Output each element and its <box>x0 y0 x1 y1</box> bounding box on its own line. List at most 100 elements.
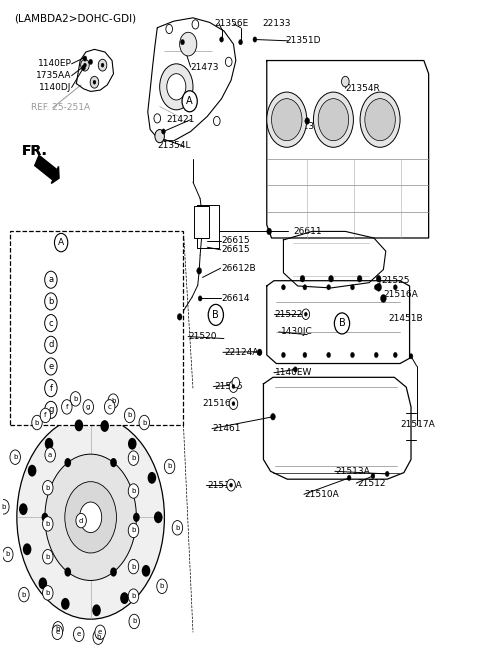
Circle shape <box>350 284 354 290</box>
Circle shape <box>45 379 57 397</box>
Text: b: b <box>46 521 50 527</box>
Text: 21354R: 21354R <box>345 84 380 92</box>
Circle shape <box>80 502 102 533</box>
Text: e: e <box>48 362 53 371</box>
Circle shape <box>64 568 71 577</box>
Circle shape <box>70 391 81 406</box>
Circle shape <box>43 480 53 495</box>
Circle shape <box>327 352 331 358</box>
Circle shape <box>45 447 55 462</box>
Circle shape <box>350 352 354 358</box>
Circle shape <box>341 77 349 87</box>
Circle shape <box>42 513 48 522</box>
Circle shape <box>257 349 262 356</box>
Text: 21473: 21473 <box>191 63 219 72</box>
Bar <box>194 207 209 238</box>
Text: b: b <box>6 552 10 558</box>
Circle shape <box>232 402 235 406</box>
Text: 21520: 21520 <box>188 332 217 341</box>
Circle shape <box>128 451 139 465</box>
Text: 21516A: 21516A <box>207 480 242 490</box>
Circle shape <box>214 116 220 125</box>
Text: 21525: 21525 <box>381 276 409 284</box>
Text: 21510A: 21510A <box>305 490 340 499</box>
Circle shape <box>61 400 72 414</box>
Text: c: c <box>48 319 53 327</box>
Text: e: e <box>55 630 60 636</box>
Circle shape <box>45 454 136 580</box>
Circle shape <box>293 367 297 372</box>
Circle shape <box>267 228 272 235</box>
Circle shape <box>182 91 197 112</box>
Circle shape <box>40 408 51 422</box>
Circle shape <box>81 59 89 71</box>
Circle shape <box>19 587 29 602</box>
Circle shape <box>327 284 331 290</box>
Circle shape <box>110 458 117 467</box>
Text: b: b <box>168 463 172 469</box>
Text: b: b <box>132 488 136 494</box>
Text: f: f <box>66 404 68 410</box>
Circle shape <box>357 275 362 282</box>
Text: 21516A: 21516A <box>203 399 237 408</box>
Circle shape <box>304 312 307 316</box>
Circle shape <box>45 336 57 353</box>
Text: 26615: 26615 <box>222 236 250 245</box>
Circle shape <box>89 59 93 65</box>
Text: 1735AA: 1735AA <box>36 71 72 80</box>
Text: b: b <box>111 398 115 404</box>
Circle shape <box>0 500 9 514</box>
Circle shape <box>166 24 172 34</box>
Circle shape <box>10 450 21 465</box>
Text: b: b <box>46 554 50 560</box>
Circle shape <box>73 627 84 642</box>
Circle shape <box>148 472 156 484</box>
Circle shape <box>105 400 115 414</box>
Text: SYMBOL: SYMBOL <box>30 260 72 269</box>
Text: 1140FR: 1140FR <box>117 405 151 414</box>
Text: b: b <box>1 504 6 510</box>
Circle shape <box>84 63 86 67</box>
Circle shape <box>172 521 183 535</box>
Text: e: e <box>77 632 81 638</box>
Circle shape <box>374 284 378 290</box>
Text: 22133: 22133 <box>262 19 290 28</box>
Circle shape <box>38 578 47 589</box>
Text: 21513A: 21513A <box>336 467 371 476</box>
Circle shape <box>43 585 53 600</box>
Text: 1430JC: 1430JC <box>281 327 313 337</box>
Text: d: d <box>79 517 84 523</box>
Circle shape <box>192 20 199 29</box>
Text: 1140EZ: 1140EZ <box>117 341 151 349</box>
Circle shape <box>139 415 149 430</box>
Circle shape <box>45 293 57 310</box>
Text: d: d <box>48 341 54 349</box>
Text: b: b <box>132 527 136 533</box>
Circle shape <box>32 415 42 430</box>
Text: f: f <box>49 383 52 393</box>
Circle shape <box>154 512 163 523</box>
Circle shape <box>23 543 31 555</box>
Text: b: b <box>132 618 136 624</box>
Circle shape <box>360 92 400 147</box>
Circle shape <box>282 352 285 358</box>
Circle shape <box>82 65 85 71</box>
Circle shape <box>155 129 165 143</box>
Text: b: b <box>48 297 54 306</box>
Circle shape <box>272 98 302 141</box>
Circle shape <box>76 513 86 528</box>
Text: b: b <box>46 590 50 596</box>
Text: 21517A: 21517A <box>400 420 435 429</box>
Text: VIEW: VIEW <box>26 240 59 250</box>
Text: e: e <box>98 630 102 636</box>
Circle shape <box>124 408 135 422</box>
Circle shape <box>74 420 83 432</box>
Text: b: b <box>46 484 50 491</box>
Text: FR.: FR. <box>22 145 48 158</box>
Circle shape <box>371 473 375 478</box>
Circle shape <box>157 579 167 593</box>
Circle shape <box>229 483 232 487</box>
Text: 26615: 26615 <box>222 246 250 254</box>
Text: b: b <box>56 626 60 632</box>
Circle shape <box>394 352 397 358</box>
